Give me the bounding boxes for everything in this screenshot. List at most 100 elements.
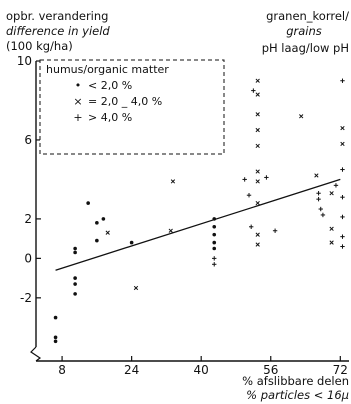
data-point-plus	[320, 212, 326, 218]
data-point-dot	[129, 240, 134, 245]
data-point-dot	[86, 201, 90, 205]
legend-symbol-plus: +	[73, 111, 82, 124]
crop-title-en: grains	[286, 24, 322, 38]
data-point-dot	[212, 224, 217, 229]
legend-label-low: < 2,0 %	[88, 79, 132, 92]
legend-box	[39, 59, 225, 155]
legend-label-high: > 4,0 %	[88, 111, 132, 124]
data-point-plus	[340, 234, 345, 239]
legend: humus/organic matter • < 2,0 % × = 2,0 _…	[39, 59, 225, 155]
data-point-cross	[255, 242, 260, 247]
cross-stroke	[255, 232, 260, 237]
cross-stroke	[314, 173, 319, 178]
data-point-dot	[212, 217, 217, 221]
data-point-cross	[133, 285, 139, 291]
data-point-dot	[212, 246, 217, 251]
y-title-line-2: difference in yield	[6, 24, 110, 38]
data-point-plus	[248, 224, 254, 229]
data-point-cross	[255, 127, 260, 133]
data-point-plus	[340, 78, 345, 83]
data-point-cross	[340, 141, 345, 147]
cross-stroke	[340, 141, 345, 147]
data-point-dot	[73, 250, 77, 255]
data-point-cross	[255, 169, 260, 174]
data-point-cross	[168, 228, 173, 233]
data-point-cross	[255, 92, 260, 97]
y-tick-label: 0	[24, 251, 32, 265]
trend-line	[55, 178, 341, 271]
data-point-plus	[318, 206, 323, 212]
data-point-cross	[340, 125, 345, 131]
cross-stroke	[329, 240, 334, 245]
cross-stroke	[329, 226, 334, 231]
data-point-dot	[73, 282, 77, 286]
data-point-plus	[264, 175, 269, 180]
y-tick-label: 2	[24, 212, 32, 226]
data-point-cross	[299, 114, 304, 119]
data-point-cross	[255, 232, 260, 237]
legend-symbol-dot: •	[75, 79, 82, 92]
data-point-plus	[246, 193, 252, 198]
x-axis-label-en: % particles < 16µ	[246, 388, 349, 402]
cross-stroke	[168, 228, 173, 233]
x-tick-label: 8	[58, 363, 66, 377]
data-point-dot	[53, 335, 58, 340]
data-points	[53, 78, 345, 344]
cross-stroke	[255, 242, 260, 247]
data-point-cross	[105, 230, 110, 235]
data-point-cross	[329, 226, 334, 231]
data-point-cross	[314, 173, 319, 178]
cross-stroke	[170, 179, 176, 184]
data-point-dot	[53, 339, 58, 344]
x-ticks: 8 24 40 56 72	[58, 356, 348, 377]
ph-title: pH laag/low pH	[262, 41, 349, 55]
x-tick-label: 56	[263, 363, 278, 377]
data-point-plus	[242, 177, 247, 182]
data-point-cross	[255, 200, 260, 206]
data-point-dot	[73, 246, 77, 251]
cross-stroke	[255, 200, 260, 206]
data-point-cross	[255, 143, 260, 149]
x-tick-label: 24	[124, 363, 139, 377]
legend-symbol-cross: ×	[73, 95, 82, 108]
data-point-plus	[333, 183, 339, 188]
cross-stroke	[105, 230, 110, 235]
data-point-dot	[212, 232, 217, 237]
data-point-plus	[212, 262, 217, 267]
data-point-plus	[340, 244, 345, 249]
cross-stroke	[255, 143, 260, 149]
cross-stroke	[255, 127, 260, 133]
cross-stroke	[329, 191, 334, 196]
data-point-plus	[340, 214, 345, 220]
y-title-line-1: opbr. verandering	[6, 9, 108, 23]
data-point-cross	[329, 240, 334, 245]
crop-title: granen_korrel/	[266, 9, 349, 23]
data-point-plus	[272, 228, 278, 233]
x-tick-label: 72	[333, 363, 348, 377]
data-point-dot	[53, 315, 58, 320]
data-point-cross	[170, 179, 176, 184]
data-point-dot	[73, 276, 77, 280]
data-point-plus	[251, 88, 256, 93]
cross-stroke	[255, 179, 260, 184]
x-tick-label: 40	[194, 363, 209, 377]
data-point-cross	[255, 112, 260, 117]
cross-stroke	[340, 125, 345, 131]
data-point-plus	[212, 256, 217, 261]
data-point-dot	[95, 238, 99, 243]
data-point-plus	[340, 167, 345, 172]
data-point-cross	[255, 78, 260, 83]
cross-stroke	[299, 114, 304, 119]
y-ticks: 10 6 2 0 -2	[17, 54, 41, 305]
cross-stroke	[255, 169, 260, 174]
data-point-plus	[316, 191, 321, 196]
cross-stroke	[255, 112, 260, 117]
data-point-dot	[95, 221, 99, 225]
data-point-cross	[329, 191, 334, 196]
y-tick-label: 6	[24, 133, 32, 147]
cross-stroke	[133, 285, 139, 291]
data-point-dot	[73, 292, 77, 296]
cross-stroke	[255, 92, 260, 97]
y-tick-label: 10	[17, 54, 32, 68]
